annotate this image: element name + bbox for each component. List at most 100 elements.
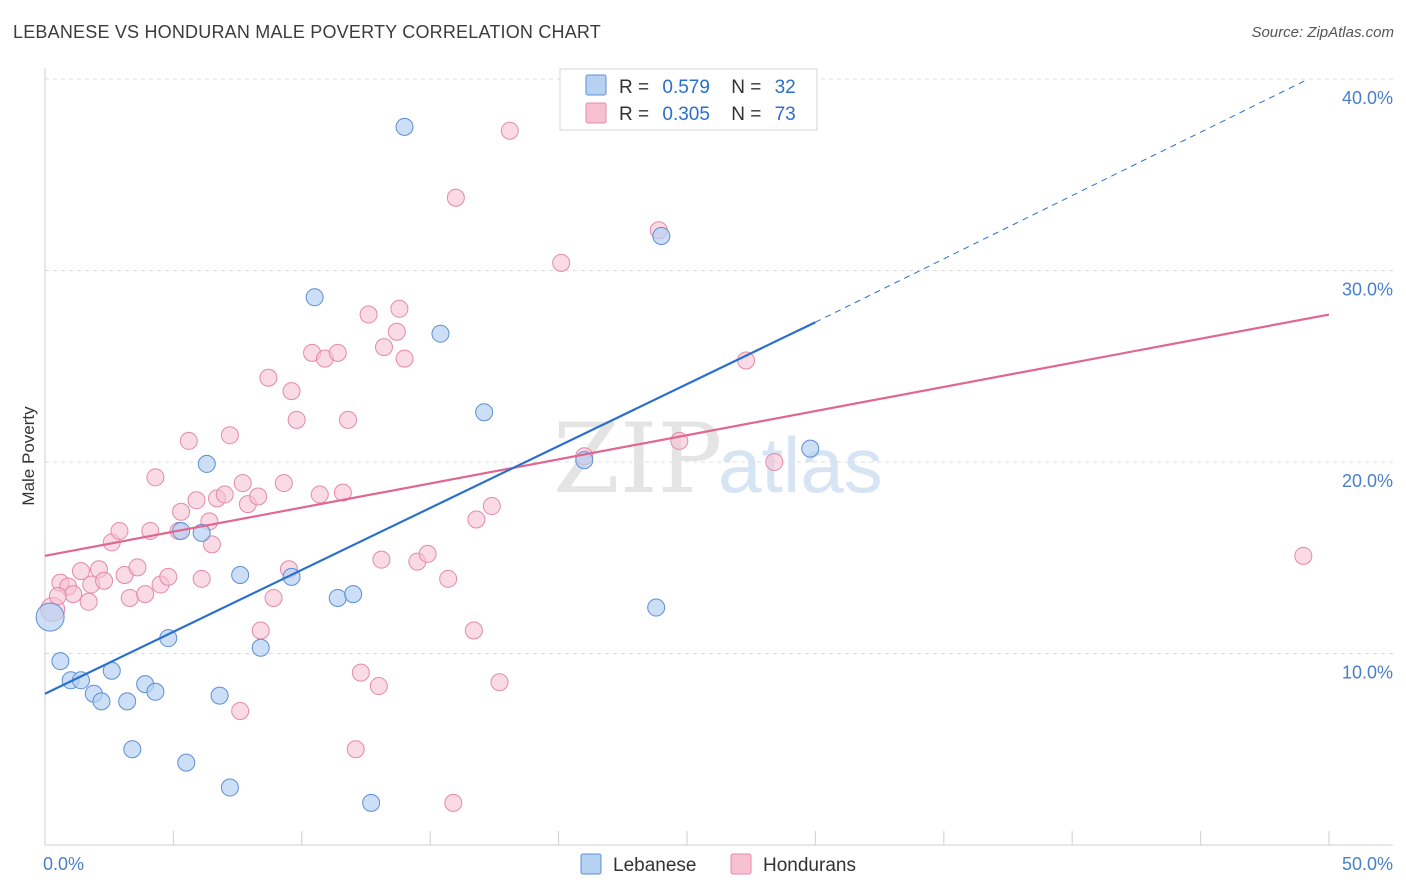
y-tick-label-0: 10.0%	[1342, 663, 1393, 683]
watermark-atlas: atlas	[718, 421, 883, 509]
hondurans-point	[233, 474, 252, 493]
hondurans-point	[418, 544, 437, 563]
bottom-legend-swatch-hondurans	[730, 853, 752, 875]
lebanese-point	[431, 324, 450, 343]
legend-r-value-hondurans: 0.305	[662, 104, 710, 125]
x-tick-label-0: 0.0%	[43, 854, 84, 874]
gridlines	[45, 78, 1393, 654]
hondurans-point	[359, 305, 378, 324]
hondurans-point	[274, 474, 293, 493]
lebanese-trend-line	[44, 321, 816, 695]
legend-box: R = 0.579 N = 32 R = 0.305 N = 73	[559, 68, 818, 131]
y-axis-title: Male Poverty	[19, 406, 38, 506]
lebanese-point	[123, 740, 142, 759]
hondurans-point	[387, 322, 406, 341]
chart-source: Source: ZipAtlas.com	[1251, 24, 1394, 41]
x-tick-label-1: 50.0%	[1342, 854, 1393, 874]
hondurans-point	[64, 585, 83, 604]
hondurans-point	[249, 487, 268, 506]
hondurans-point	[287, 410, 306, 429]
hondurans-point	[339, 410, 358, 429]
y-tick-label-3: 40.0%	[1342, 88, 1393, 108]
hondurans-point	[192, 569, 211, 588]
hondurans-point	[264, 588, 283, 607]
hondurans-point	[215, 485, 234, 504]
hondurans-point	[282, 382, 301, 401]
hondurans-point	[390, 299, 409, 318]
lebanese-point	[475, 403, 494, 422]
lebanese-point	[177, 753, 196, 772]
lebanese-point	[231, 565, 250, 584]
lebanese-point	[801, 439, 820, 458]
y-tick-labels: 10.0% 20.0% 30.0% 40.0%	[1342, 88, 1393, 683]
lebanese-point	[146, 682, 165, 701]
hondurans-point	[310, 485, 329, 504]
hondurans-point	[95, 571, 114, 590]
hondurans-point	[395, 349, 414, 368]
hondurans-point	[220, 426, 239, 445]
lebanese-point	[305, 288, 324, 307]
hondurans-trend-line	[44, 313, 1330, 557]
lebanese-trend-extension	[815, 78, 1309, 323]
chart-title: LEBANESE VS HONDURAN MALE POVERTY CORREL…	[13, 22, 602, 42]
hondurans-point	[552, 253, 571, 272]
lebanese-point	[395, 117, 414, 136]
svg-text:R = 0.305 N =: R = 0.305 N = 73	[619, 104, 796, 125]
hondurans-point	[765, 453, 784, 471]
axes	[44, 68, 1393, 846]
hondurans-point	[328, 343, 347, 362]
lebanese-point	[328, 588, 347, 607]
hondurans-point	[128, 558, 147, 577]
lebanese-point	[344, 585, 363, 604]
hondurans-point	[159, 567, 178, 586]
hondurans-point	[251, 621, 270, 640]
lebanese-point	[192, 523, 211, 542]
hondurans-point	[120, 588, 139, 607]
lebanese-point	[35, 602, 65, 632]
lebanese-point	[362, 793, 381, 812]
hondurans-point	[259, 368, 278, 387]
hondurans-point	[500, 121, 519, 140]
hondurans-point	[439, 569, 458, 588]
hondurans-point	[446, 188, 465, 207]
legend-n-label-hondurans: N =	[731, 104, 761, 125]
hondurans-point	[1294, 546, 1313, 565]
hondurans-point	[444, 793, 463, 812]
bottom-legend: Lebanese Hondurans	[580, 853, 856, 876]
hondurans-point	[467, 510, 486, 529]
lebanese-point	[51, 652, 70, 671]
hondurans-point	[71, 562, 90, 581]
bottom-legend-swatch-lebanese	[580, 853, 602, 875]
svg-text:R = 0.579 N =: R = 0.579 N = 32	[619, 77, 796, 98]
x-tick-labels: 0.0% 50.0%	[43, 854, 1393, 874]
legend-n-value-lebanese: 32	[775, 77, 796, 98]
bottom-legend-label-hondurans: Hondurans	[763, 855, 856, 876]
hondurans-point	[202, 535, 221, 554]
lebanese-point	[647, 598, 666, 617]
hondurans-point	[146, 468, 165, 487]
legend-swatch-lebanese	[585, 74, 607, 96]
hondurans-point	[79, 592, 98, 611]
hondurans-point	[369, 677, 388, 696]
lebanese-point	[197, 454, 216, 473]
legend-n-label-lebanese: N =	[731, 77, 761, 98]
lebanese-point	[251, 638, 270, 657]
lebanese-point	[652, 227, 671, 246]
hondurans-point	[482, 497, 501, 516]
hondurans-point	[490, 673, 509, 692]
legend-r-value-lebanese: 0.579	[662, 77, 710, 98]
lebanese-point	[118, 692, 137, 711]
legend-n-value-hondurans: 73	[775, 104, 796, 125]
hondurans-point	[351, 663, 370, 682]
hondurans-point	[48, 587, 67, 606]
y-tick-label-2: 30.0%	[1342, 280, 1393, 300]
hondurans-point	[187, 491, 206, 510]
lebanese-point	[210, 686, 229, 705]
y-tick-label-1: 20.0%	[1342, 471, 1393, 491]
legend-r-label-hondurans: R =	[619, 104, 649, 125]
hondurans-point	[172, 502, 191, 521]
hondurans-point	[464, 621, 483, 640]
hondurans-point	[231, 701, 250, 720]
hondurans-point	[346, 740, 365, 759]
